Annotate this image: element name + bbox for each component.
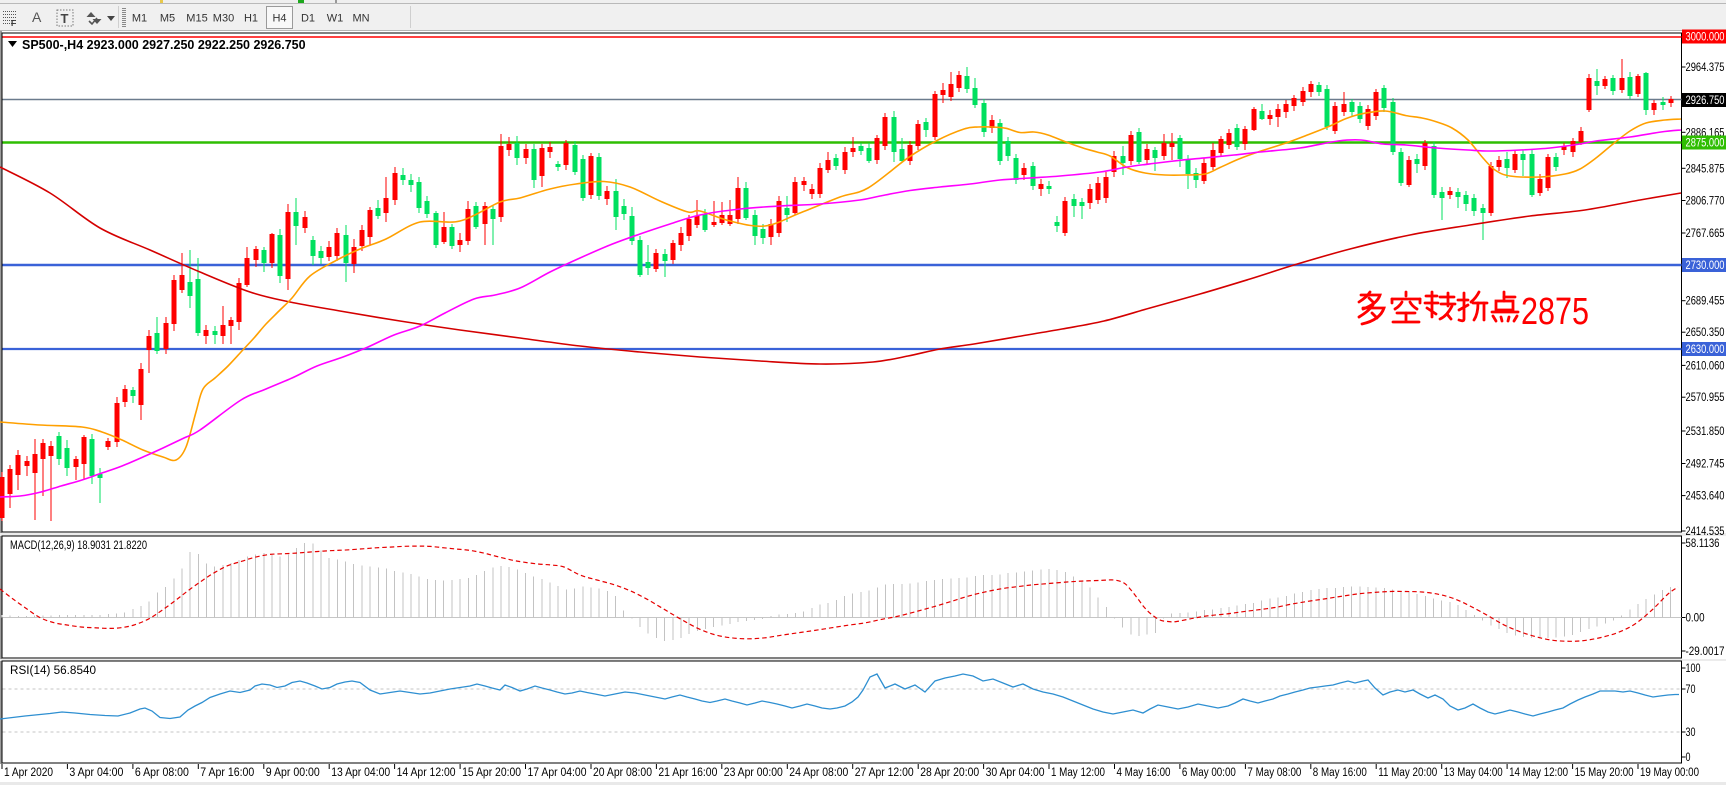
svg-text:3 Apr 04:00: 3 Apr 04:00 (69, 767, 123, 779)
svg-text:2875: 2875 (1521, 291, 1589, 333)
svg-text:2650.350: 2650.350 (1686, 327, 1725, 339)
svg-text:14 May 12:00: 14 May 12:00 (1509, 767, 1568, 779)
svg-text:2531.850: 2531.850 (1686, 426, 1725, 438)
svg-text:M5: M5 (160, 13, 175, 25)
svg-text:13 May 04:00: 13 May 04:00 (1444, 767, 1503, 779)
svg-text:2806.770: 2806.770 (1686, 196, 1725, 208)
svg-text:F: F (11, 19, 16, 28)
svg-text:24 Apr 08:00: 24 Apr 08:00 (789, 767, 848, 779)
svg-text:A: A (32, 9, 42, 25)
svg-text:100: 100 (1686, 663, 1701, 675)
svg-text:30: 30 (1686, 727, 1696, 739)
svg-text:RSI(14) 56.8540: RSI(14) 56.8540 (10, 665, 96, 677)
svg-text:9 Apr 00:00: 9 Apr 00:00 (266, 767, 320, 779)
svg-text:19 May 00:00: 19 May 00:00 (1640, 767, 1699, 779)
svg-text:-29.0017: -29.0017 (1686, 646, 1725, 658)
svg-text:15 Apr 20:00: 15 Apr 20:00 (462, 767, 521, 779)
svg-text:M15: M15 (186, 13, 207, 25)
svg-text:H1: H1 (244, 13, 258, 25)
svg-text:28 Apr 20:00: 28 Apr 20:00 (920, 767, 979, 779)
svg-text:2453.640: 2453.640 (1686, 491, 1725, 503)
svg-text:1 Apr 2020: 1 Apr 2020 (4, 767, 53, 779)
svg-text:20 Apr 08:00: 20 Apr 08:00 (593, 767, 652, 779)
svg-text:58.1136: 58.1136 (1686, 538, 1720, 550)
svg-text:H4: H4 (272, 13, 286, 25)
svg-text:1 May 12:00: 1 May 12:00 (1051, 767, 1105, 779)
svg-text:2964.375: 2964.375 (1686, 62, 1725, 74)
svg-text:2926.750: 2926.750 (1686, 95, 1725, 107)
svg-text:W1: W1 (327, 13, 344, 25)
svg-text:D1: D1 (301, 13, 315, 25)
svg-text:MN: MN (352, 13, 369, 25)
svg-text:T: T (61, 11, 69, 26)
svg-text:7 May 08:00: 7 May 08:00 (1247, 767, 1301, 779)
svg-text:17 Apr 04:00: 17 Apr 04:00 (528, 767, 587, 779)
svg-text:2610.060: 2610.060 (1686, 360, 1725, 372)
svg-text:7 Apr 16:00: 7 Apr 16:00 (200, 767, 254, 779)
svg-text:3000.000: 3000.000 (1686, 32, 1725, 44)
svg-text:2689.455: 2689.455 (1686, 296, 1725, 308)
svg-text:4 May 16:00: 4 May 16:00 (1117, 767, 1171, 779)
svg-text:8 May 16:00: 8 May 16:00 (1313, 767, 1367, 779)
svg-text:6 May 00:00: 6 May 00:00 (1182, 767, 1236, 779)
svg-text:2630.000: 2630.000 (1686, 344, 1725, 356)
svg-text:2730.000: 2730.000 (1686, 260, 1725, 272)
svg-text:2845.875: 2845.875 (1686, 163, 1725, 175)
svg-text:M30: M30 (213, 13, 234, 25)
svg-text:0: 0 (1686, 752, 1691, 764)
svg-text:MACD(12,26,9) 18.9031 21.8220: MACD(12,26,9) 18.9031 21.8220 (10, 540, 147, 552)
svg-text:15 May 20:00: 15 May 20:00 (1575, 767, 1634, 779)
svg-text:27 Apr 12:00: 27 Apr 12:00 (855, 767, 914, 779)
svg-text:6 Apr 08:00: 6 Apr 08:00 (135, 767, 189, 779)
svg-text:2570.955: 2570.955 (1686, 392, 1725, 404)
svg-text:14 Apr 12:00: 14 Apr 12:00 (397, 767, 456, 779)
svg-text:23 Apr 00:00: 23 Apr 00:00 (724, 767, 783, 779)
svg-text:2492.745: 2492.745 (1686, 459, 1725, 471)
svg-text:21 Apr 16:00: 21 Apr 16:00 (658, 767, 717, 779)
svg-text:2875.000: 2875.000 (1686, 138, 1725, 150)
svg-text:30 Apr 04:00: 30 Apr 04:00 (986, 767, 1045, 779)
svg-text:70: 70 (1686, 684, 1696, 696)
svg-text:SP500-,H4 2923.000 2927.250 2: SP500-,H4 2923.000 2927.250 2922.250 292… (22, 38, 306, 52)
svg-text:2414.535: 2414.535 (1686, 526, 1725, 538)
svg-text:2767.665: 2767.665 (1686, 228, 1725, 240)
svg-text:13 Apr 04:00: 13 Apr 04:00 (331, 767, 390, 779)
svg-text:11 May 20:00: 11 May 20:00 (1378, 767, 1437, 779)
svg-text:M1: M1 (132, 13, 147, 25)
svg-text:0.00: 0.00 (1686, 613, 1705, 625)
